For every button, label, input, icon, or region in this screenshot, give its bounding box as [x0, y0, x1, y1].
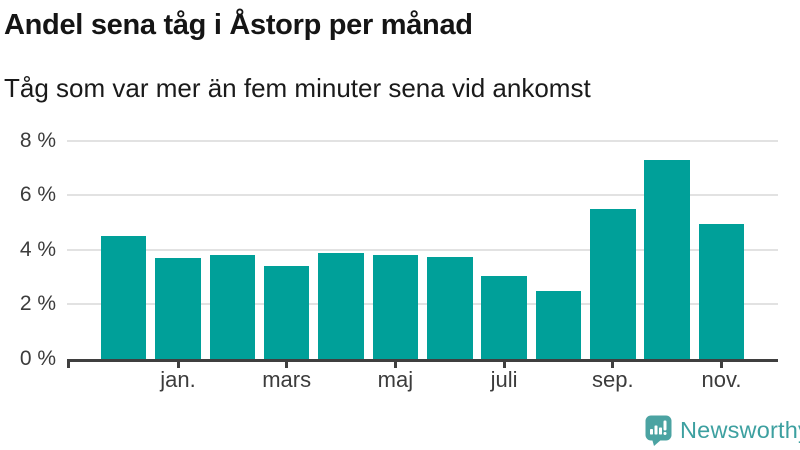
gridline-4-percent: [67, 248, 778, 251]
plot-area: [67, 120, 778, 359]
bar-month-5: [318, 252, 364, 359]
bar-month-1: [100, 236, 147, 359]
bar-month-2: [155, 258, 201, 359]
x-tick-sep: [611, 362, 615, 368]
x-tick-jan: [176, 362, 180, 368]
y-tick-label-8: 8 %: [19, 128, 56, 152]
x-tick-mars: [285, 362, 289, 368]
bar-month-3: [209, 255, 256, 359]
bar-month-8: [481, 275, 527, 359]
y-tick-label-4: 4 %: [19, 237, 56, 261]
gridline-8-percent: [67, 139, 778, 142]
chart-title: Andel sena tåg i Åstorp per månad: [4, 9, 473, 41]
x-tick-juli: [502, 362, 506, 368]
chart-subtitle: Tåg som var mer än fem minuter sena vid …: [4, 73, 591, 103]
bar-month-12: [698, 223, 745, 359]
x-tick-label-mars: mars: [262, 367, 312, 392]
x-tick-label-maj: maj: [377, 367, 414, 392]
x-tick-label-nov: nov.: [701, 367, 742, 392]
gridline-6-percent: [67, 194, 778, 197]
bar-month-10: [590, 208, 636, 359]
bar-month-6: [372, 255, 419, 359]
y-tick-label-6: 6 %: [19, 183, 56, 207]
newsworthy-logo: Newsworthy: [645, 415, 800, 446]
bar-month-4: [263, 266, 310, 359]
bar-month-7: [427, 256, 473, 359]
newsworthy-icon: [645, 415, 672, 446]
x-tick-axis-start: [66, 362, 70, 368]
gridline-2-percent: [67, 303, 778, 306]
y-tick-label-0: 0 %: [19, 347, 56, 370]
x-tick-nov: [720, 362, 723, 368]
x-tick-label-juli: juli: [490, 367, 518, 392]
bar-month-11: [644, 159, 690, 359]
y-tick-label-2: 2 %: [19, 292, 56, 316]
x-tick-label-jan: jan.: [160, 367, 196, 392]
x-axis-line: [67, 359, 778, 362]
x-tick-label-sep: sep.: [592, 367, 634, 392]
bar-month-9: [535, 290, 582, 359]
newsworthy-logo-text: Newsworthy: [680, 417, 800, 443]
x-tick-maj: [393, 362, 397, 368]
